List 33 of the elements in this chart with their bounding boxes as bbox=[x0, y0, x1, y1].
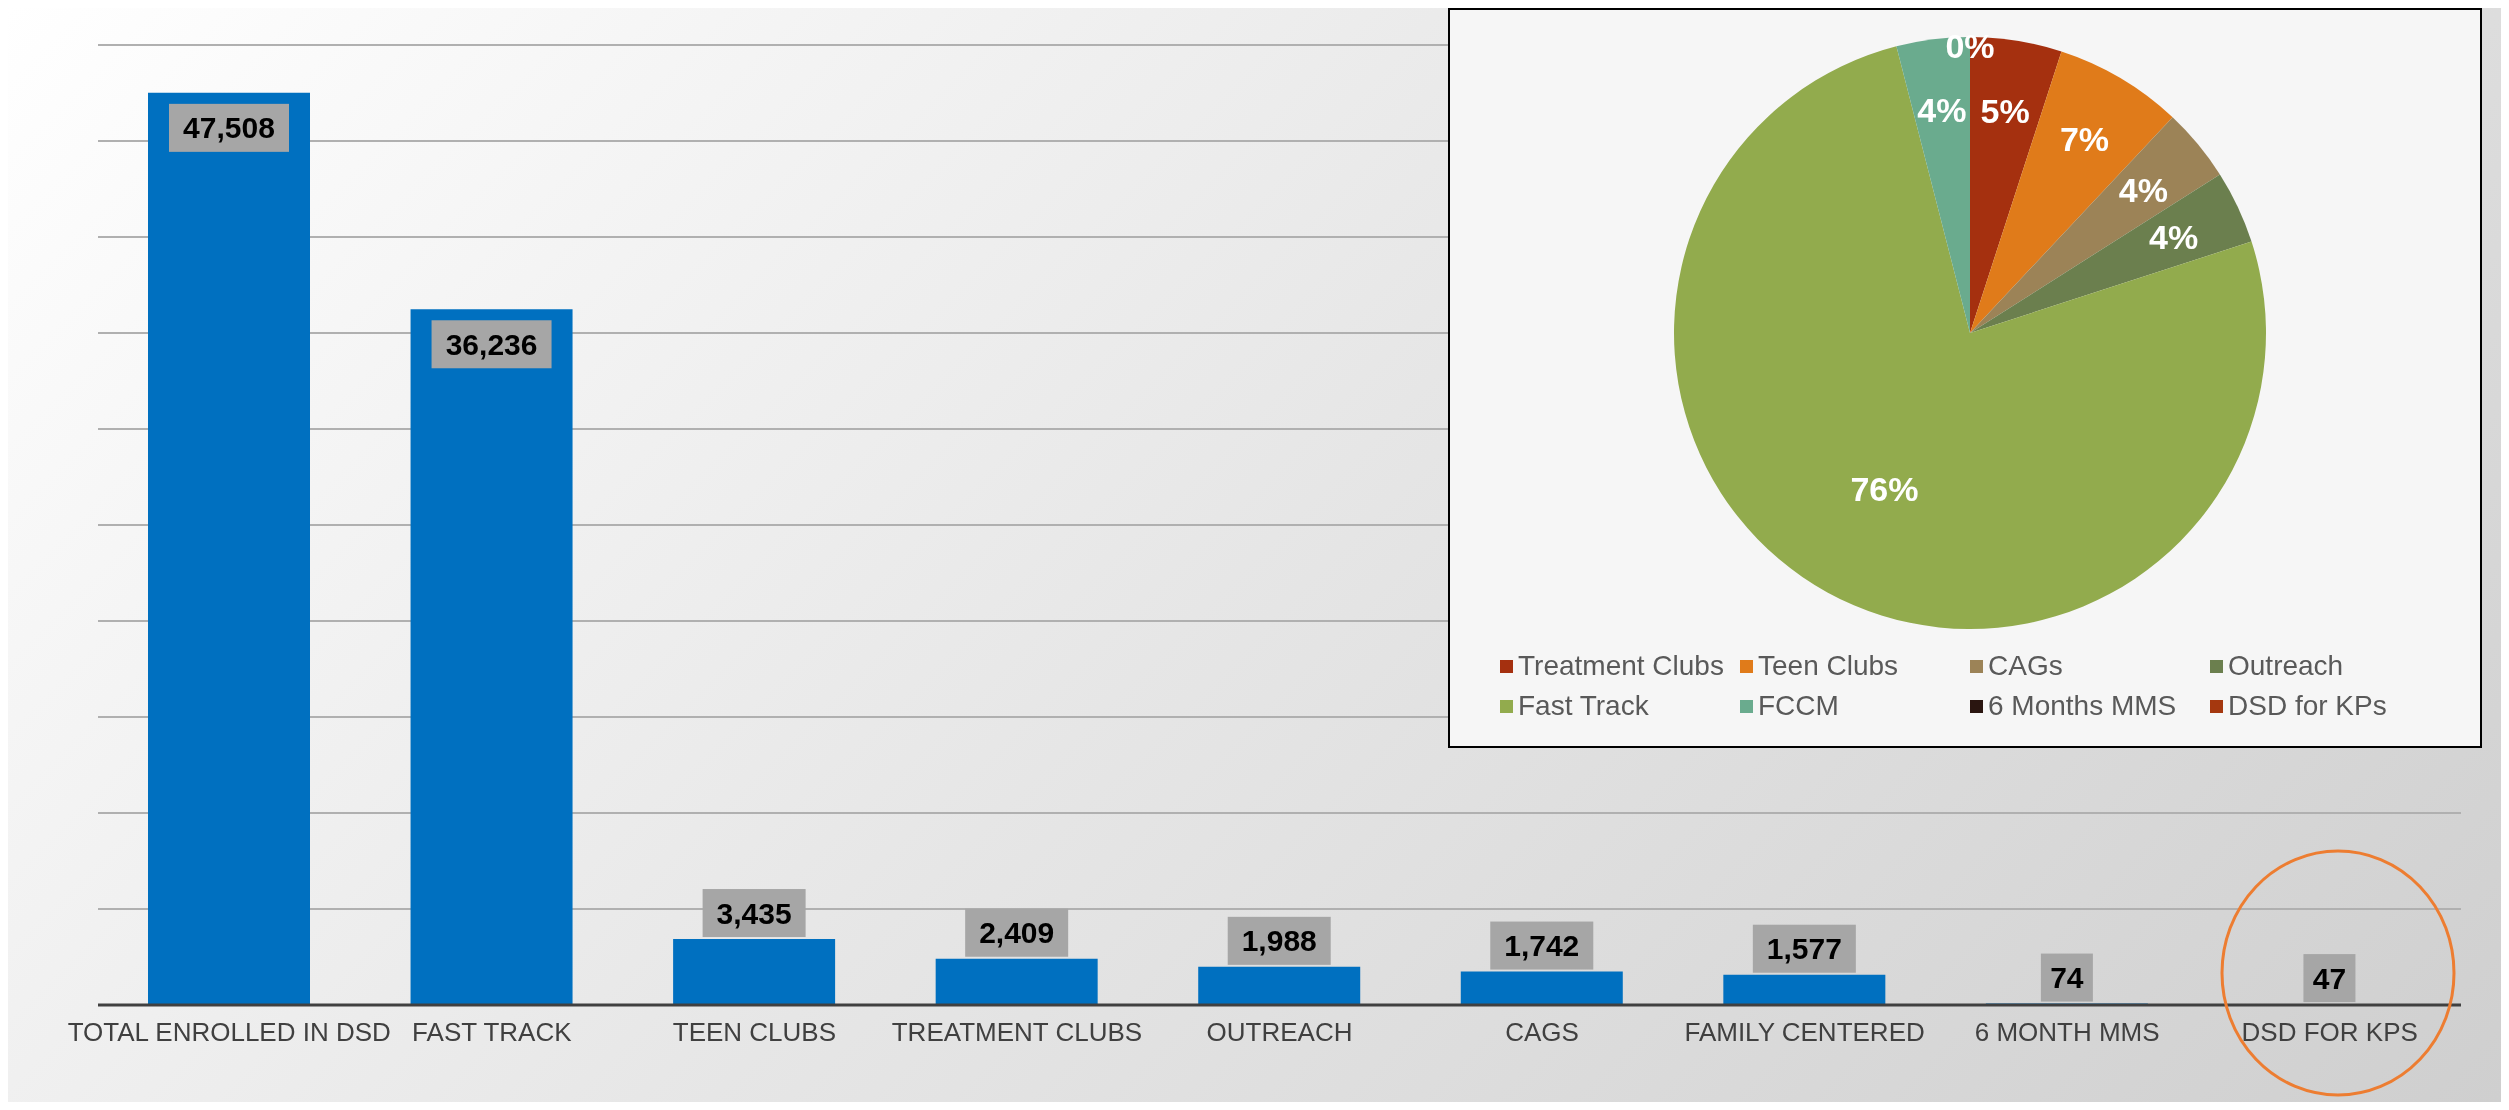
x-tick-label: TEEN CLUBS bbox=[672, 1017, 837, 1048]
data-label: 4% bbox=[1917, 90, 1967, 129]
legend-label: FCCM bbox=[1757, 690, 1840, 722]
legend-label: 6 Months MMS bbox=[1987, 690, 2178, 722]
data-label: 76% bbox=[1850, 469, 1919, 508]
x-tick-label: TREATMENT CLUBS bbox=[891, 1017, 1143, 1048]
data-label: 36,236 bbox=[445, 327, 538, 361]
x-tick-label: CAGS bbox=[1505, 1017, 1579, 1048]
legend-label: CAGs bbox=[1987, 650, 2064, 682]
legend-label: Fast Track bbox=[1517, 690, 1650, 722]
data-label: 7% bbox=[2059, 120, 2110, 159]
data-label: 5% bbox=[1980, 91, 2030, 130]
x-tick-label: TOTAL ENROLLED IN DSD bbox=[67, 1017, 391, 1048]
data-label: 2,409 bbox=[979, 916, 1055, 950]
legend-label: Outreach bbox=[2227, 650, 2345, 682]
data-label: 74 bbox=[2050, 961, 2084, 995]
data-label: 1,577 bbox=[1766, 932, 1842, 966]
data-label: 4% bbox=[2118, 170, 2168, 209]
legend-label: DSD for KPs bbox=[2227, 690, 2388, 722]
data-label: 47,508 bbox=[183, 111, 275, 145]
data-label: 1,988 bbox=[1241, 924, 1317, 958]
x-tick-label: OUTREACH bbox=[1206, 1017, 1353, 1048]
data-label: 3,435 bbox=[716, 896, 792, 930]
data-label: 1,742 bbox=[1504, 929, 1580, 963]
text: 0% bbox=[1945, 26, 1995, 65]
x-tick-label: 6 MONTH MMS bbox=[1974, 1017, 2160, 1048]
data-label: 4% bbox=[2148, 218, 2199, 257]
x-tick-label: FAMILY CENTERED bbox=[1684, 1017, 1925, 1048]
legend-label: Treatment Clubs bbox=[1517, 650, 1725, 682]
legend-label: Teen Clubs bbox=[1757, 650, 1900, 682]
data-label: 47 bbox=[2312, 961, 2347, 995]
x-tick-label: FAST TRACK bbox=[412, 1017, 573, 1048]
x-tick-label: DSD FOR KPS bbox=[2241, 1017, 2418, 1048]
